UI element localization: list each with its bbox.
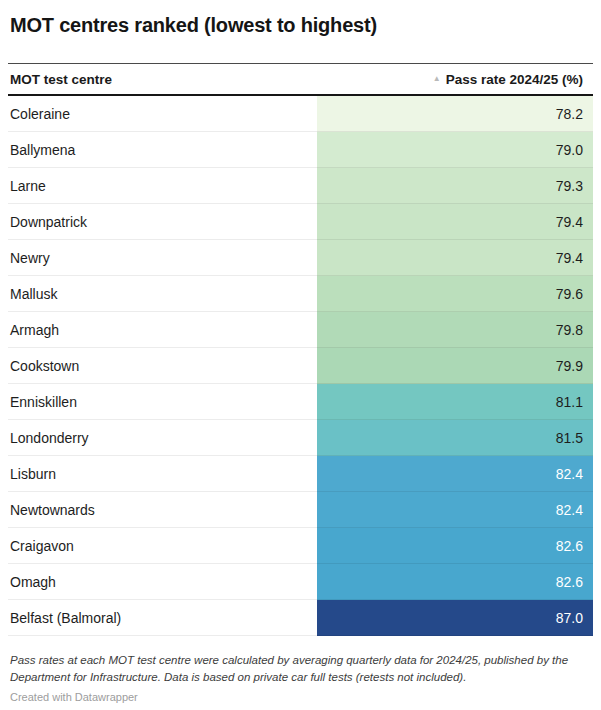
centre-name: Omagh — [8, 564, 317, 600]
table-row: Londonderry 81.5 — [8, 420, 593, 456]
pass-rate-value: 79.4 — [317, 240, 593, 276]
pass-rate-value: 82.6 — [317, 564, 593, 600]
pass-rate-value: 79.4 — [317, 204, 593, 240]
centre-name: Ballymena — [8, 132, 317, 168]
table-row: Omagh 82.6 — [8, 564, 593, 600]
sort-ascending-icon: ▲ — [433, 75, 441, 83]
pass-rate-value: 79.8 — [317, 312, 593, 348]
centre-name: Newry — [8, 240, 317, 276]
pass-rate-value: 78.2 — [317, 96, 593, 132]
table-row: Ballymena 79.0 — [8, 132, 593, 168]
table-row: Larne 79.3 — [8, 168, 593, 204]
column-header-pass-rate[interactable]: ▲ Pass rate 2024/25 (%) — [433, 72, 591, 87]
centre-name: Downpatrick — [8, 204, 317, 240]
table-row: Downpatrick 79.4 — [8, 204, 593, 240]
centre-name: Larne — [8, 168, 317, 204]
datawrapper-credit-link[interactable]: Created with Datawrapper — [8, 691, 593, 703]
table-row: Craigavon 82.6 — [8, 528, 593, 564]
centre-name: Craigavon — [8, 528, 317, 564]
table-row: Enniskillen 81.1 — [8, 384, 593, 420]
table-row: Belfast (Balmoral) 87.0 — [8, 600, 593, 636]
pass-rate-value: 79.3 — [317, 168, 593, 204]
pass-rate-value: 79.0 — [317, 132, 593, 168]
pass-rate-value: 81.1 — [317, 384, 593, 420]
pass-rate-value: 82.4 — [317, 492, 593, 528]
table-row: Lisburn 82.4 — [8, 456, 593, 492]
pass-rate-value: 87.0 — [317, 600, 593, 636]
centre-name: Londonderry — [8, 420, 317, 456]
pass-rate-value: 79.9 — [317, 348, 593, 384]
pass-rate-value: 79.6 — [317, 276, 593, 312]
column-header-pass-rate-label: Pass rate 2024/25 (%) — [446, 72, 583, 87]
table-body: Coleraine 78.2 Ballymena 79.0 Larne 79.3… — [8, 96, 593, 636]
column-header-centre[interactable]: MOT test centre — [10, 72, 112, 87]
centre-name: Lisburn — [8, 456, 317, 492]
centre-name: Mallusk — [8, 276, 317, 312]
centre-name: Newtownards — [8, 492, 317, 528]
table-header-row: MOT test centre ▲ Pass rate 2024/25 (%) — [8, 63, 593, 96]
table-row: Mallusk 79.6 — [8, 276, 593, 312]
table-row: Newtownards 82.4 — [8, 492, 593, 528]
table-row: Armagh 79.8 — [8, 312, 593, 348]
page-title: MOT centres ranked (lowest to highest) — [8, 0, 593, 37]
pass-rate-value: 82.6 — [317, 528, 593, 564]
pass-rate-value: 82.4 — [317, 456, 593, 492]
centre-name: Belfast (Balmoral) — [8, 600, 317, 636]
centre-name: Armagh — [8, 312, 317, 348]
centre-name: Enniskillen — [8, 384, 317, 420]
table-row: Cookstown 79.9 — [8, 348, 593, 384]
centre-name: Cookstown — [8, 348, 317, 384]
table-row: Newry 79.4 — [8, 240, 593, 276]
footnote-text: Pass rates at each MOT test centre were … — [8, 652, 593, 687]
pass-rate-value: 81.5 — [317, 420, 593, 456]
table-row: Coleraine 78.2 — [8, 96, 593, 132]
chart-container: MOT centres ranked (lowest to highest) M… — [0, 0, 601, 703]
centre-name: Coleraine — [8, 96, 317, 132]
